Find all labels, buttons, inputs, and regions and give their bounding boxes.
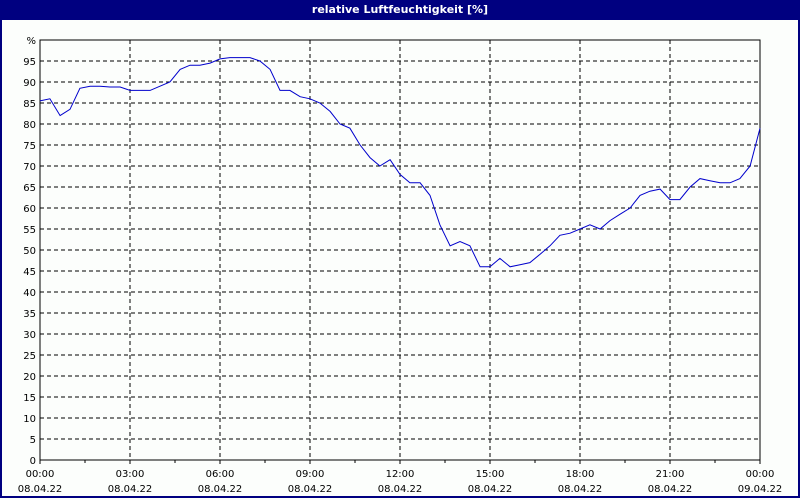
y-tick-label: 20: [23, 372, 36, 383]
y-tick-label: 35: [23, 309, 36, 320]
y-tick-label: 15: [23, 393, 36, 404]
x-tick-date: 08.04.22: [108, 484, 153, 495]
x-axis-ticks: 00:00 08.04.22 03:00 08.04.22 06:00 08.04.22 0…: [18, 469, 783, 495]
y-tick-label: 40: [23, 288, 36, 299]
chart-title: relative Luftfeuchtigkeit [%]: [0, 0, 800, 20]
x-tick-time: 09:00: [296, 469, 325, 480]
y-tick-label: 45: [23, 267, 36, 278]
y-tick-label: 90: [23, 78, 36, 89]
x-tick-time: 18:00: [566, 469, 595, 480]
y-axis-ticks: 0 5 10 15 20 25 30 35 40 45 50 55 60 65 70 75 80 85 90 95%: [23, 36, 36, 467]
y-tick-label: 50: [23, 246, 36, 257]
x-tick-date: 08.04.22: [288, 484, 333, 495]
y-tick-label: 10: [23, 414, 36, 425]
y-tick-label: 55: [23, 225, 36, 236]
x-tick-date: 08.04.22: [18, 484, 63, 495]
y-tick-label: 85: [23, 99, 36, 110]
x-tick-date: 08.04.22: [378, 484, 423, 495]
x-tick-date: 08.04.22: [558, 484, 603, 495]
x-tick-time: 00:00: [26, 469, 55, 480]
x-tick-time: 21:00: [656, 469, 685, 480]
x-tick-time: 12:00: [386, 469, 415, 480]
x-tick-date: 09.04.22: [738, 484, 783, 495]
humidity-series-line: [39, 57, 761, 268]
x-tick-date: 08.04.22: [468, 484, 513, 495]
y-tick-label: 30: [23, 330, 36, 341]
x-tick-date: 08.04.22: [198, 484, 243, 495]
y-tick-label: 25: [23, 351, 36, 362]
x-tick-time: 06:00: [206, 469, 235, 480]
y-tick-label: 65: [23, 183, 36, 194]
y-tick-label: 0: [30, 456, 36, 467]
y-tick-label: 80: [23, 120, 36, 131]
y-tick-label: %: [26, 36, 36, 47]
y-tick-label: 60: [23, 204, 36, 215]
y-tick-label: 75: [23, 141, 36, 152]
y-tick-label: 70: [23, 162, 36, 173]
x-tick-time: 15:00: [476, 469, 505, 480]
grid-lines: [40, 40, 760, 460]
y-tick-label: 95: [23, 57, 36, 68]
x-tick-time: 03:00: [116, 469, 145, 480]
y-tick-label: 5: [30, 435, 36, 446]
x-tick-time: 00:00: [746, 469, 775, 480]
x-tick-date: 08.04.22: [648, 484, 693, 495]
axes: [39, 39, 761, 464]
